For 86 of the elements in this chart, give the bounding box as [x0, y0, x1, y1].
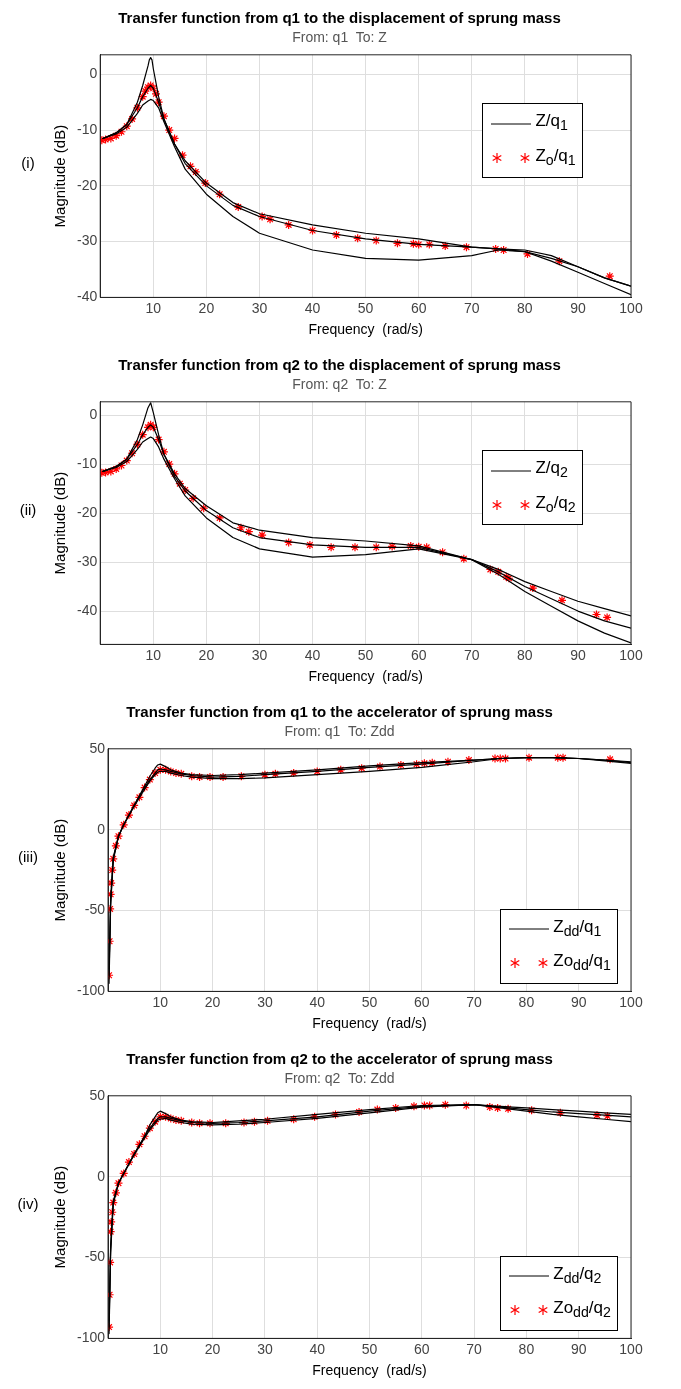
y-tick-label: -40 [77, 601, 98, 618]
x-tick-label: 100 [619, 1340, 643, 1357]
x-tick-label: 30 [251, 299, 268, 316]
x-tick-label: 20 [198, 646, 215, 663]
y-tick-label: -50 [84, 1248, 106, 1265]
x-tick-label: 70 [463, 299, 480, 316]
y-tick-label: -20 [77, 503, 98, 520]
y-tick-label: -30 [77, 232, 98, 249]
y-axis-title: Magnitude (dB) [51, 471, 69, 575]
x-tick-label: 30 [257, 1340, 273, 1357]
x-tick-label: 90 [570, 646, 586, 663]
x-tick-label: 30 [251, 646, 268, 663]
x-tick-label: 100 [619, 299, 643, 316]
x-tick-label: 40 [309, 1340, 326, 1357]
x-tick-label: 50 [361, 993, 378, 1010]
x-tick-label: 10 [152, 1340, 169, 1357]
chart-title: Transfer function from q2 to the accelerator of sprung mass [126, 1050, 553, 1068]
x-axis-title: Frequency (rad/s) [308, 668, 423, 685]
y-tick-label: -50 [84, 901, 106, 918]
x-tick-label: 20 [204, 993, 221, 1010]
y-axis-title: Magnitude (dB) [51, 818, 69, 922]
y-tick-label: 0 [97, 820, 106, 837]
chart-subtitle: From: q2 To: Z [292, 376, 388, 393]
chart-title: Transfer function from q1 to the displacement of sprung mass [118, 9, 561, 27]
x-tick-label: 90 [570, 993, 587, 1010]
y-tick-label: 0 [89, 65, 98, 82]
legend-label: Zo$_{dd}$/q$_{2}$ [553, 1297, 611, 1323]
x-tick-label: 90 [570, 299, 586, 316]
x-tick-label: 20 [204, 1340, 221, 1357]
y-tick-label: 50 [89, 739, 106, 756]
x-tick-label: 40 [304, 299, 321, 316]
x-tick-label: 20 [198, 299, 215, 316]
legend-label: Z$_{dd}$/q$_{2}$ [553, 1262, 602, 1289]
text: (ii) [19, 501, 37, 519]
legend-label: Zo$_{dd}$/q$_{1}$ [553, 950, 611, 976]
x-tick-label: 80 [518, 993, 535, 1010]
x-axis-title: Frequency (rad/s) [312, 1015, 427, 1032]
x-tick-label: 70 [466, 993, 483, 1010]
x-tick-label: 60 [414, 1340, 430, 1357]
y-tick-label: 0 [97, 1167, 106, 1184]
legend-label: Z$_{o}$/q$_{1}$ [535, 144, 576, 171]
y-axis-title: Magnitude (dB) [51, 124, 69, 228]
x-tick-label: 80 [518, 1340, 535, 1357]
chart-subtitle: From: q1 To: Zdd [284, 723, 395, 740]
x-tick-label: 70 [466, 1340, 483, 1357]
x-tick-label: 50 [357, 646, 374, 663]
x-tick-label: 60 [410, 646, 427, 663]
legend-label: Z$_{dd}$/q$_{1}$ [553, 915, 602, 942]
x-tick-label: 70 [463, 646, 480, 663]
legend-label: Z$_{o}$/q$_{2}$ [535, 491, 576, 518]
x-tick-label: 10 [145, 646, 162, 663]
x-tick-label: 40 [309, 993, 326, 1010]
y-tick-label: 50 [89, 1086, 106, 1103]
chart-subtitle: From: q1 To: Z [292, 29, 388, 46]
x-axis-title: Frequency (rad/s) [312, 1362, 427, 1379]
x-tick-label: 90 [570, 1340, 587, 1357]
y-tick-label: -40 [77, 288, 98, 305]
x-axis-title: Frequency (rad/s) [308, 321, 423, 338]
text: (i) [21, 154, 35, 172]
x-tick-label: 10 [152, 993, 169, 1010]
y-tick-label: -20 [77, 176, 98, 193]
legend-label: Z/q$_{1}$ [535, 110, 568, 136]
x-tick-label: 100 [619, 646, 643, 663]
chart-subtitle: From: q2 To: Zdd [284, 1070, 395, 1087]
y-tick-label: -10 [77, 120, 98, 137]
legend-label: Z/q$_{2}$ [535, 457, 568, 483]
x-tick-label: 60 [414, 993, 430, 1010]
y-tick-label: 0 [89, 405, 98, 422]
text: (iii) [18, 848, 38, 866]
y-tick-label: -100 [76, 982, 106, 999]
x-tick-label: 50 [357, 299, 374, 316]
x-tick-label: 40 [304, 646, 321, 663]
x-tick-label: 60 [410, 299, 427, 316]
y-tick-label: -100 [76, 1329, 106, 1346]
x-tick-label: 50 [361, 1340, 378, 1357]
text: (iv) [17, 1195, 39, 1213]
x-tick-label: 10 [145, 299, 162, 316]
y-axis-title: Magnitude (dB) [51, 1165, 69, 1269]
y-tick-label: -30 [77, 552, 98, 569]
x-tick-label: 100 [619, 993, 643, 1010]
x-tick-label: 80 [517, 646, 533, 663]
y-tick-label: -10 [77, 454, 98, 471]
x-tick-label: 30 [257, 993, 273, 1010]
chart-title: Transfer function from q1 to the accelerator of sprung mass [126, 703, 553, 721]
x-tick-label: 80 [517, 299, 533, 316]
chart-title: Transfer function from q2 to the displacement of sprung mass [118, 356, 561, 374]
